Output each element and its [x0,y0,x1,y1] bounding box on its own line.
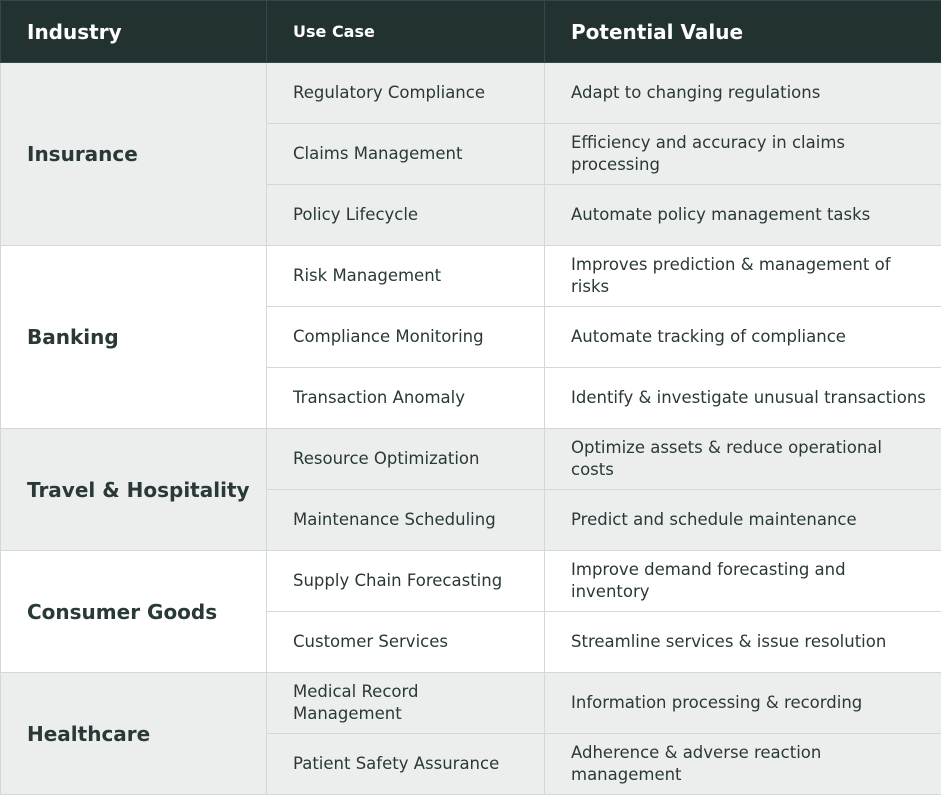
industry-cell: Travel & Hospitality [0,428,267,551]
use-case-cell: Medical Record Management [266,672,545,734]
value-cell: Optimize assets & reduce operational cos… [544,428,941,490]
use-case-cell: Regulatory Compliance [266,62,545,124]
table-row: Consumer Goods Supply Chain Forecasting Im… [0,550,941,673]
value-cell: Automate tracking of compliance [544,306,941,368]
use-case-cell: Transaction Anomaly [266,367,545,429]
value-cell: Improve demand forecasting and inventory [544,550,941,612]
value-cell: Adherence & adverse reaction management [544,733,941,795]
use-case-cell: Maintenance Scheduling [266,489,545,551]
table-row: Healthcare Medical Record Management Infor… [0,672,941,795]
use-case-cell: Patient Safety Assurance [266,733,545,795]
value-cell: Improves prediction & management of risk… [544,245,941,307]
value-cell: Predict and schedule maintenance [544,489,941,551]
industry-cell: Healthcare [0,672,267,795]
table-body: Insurance Regulatory Compliance Adapt to c… [0,62,941,795]
industry-cell: Insurance [0,62,267,246]
table-row: Patient Safety Assurance Adherence & adve… [1,733,941,795]
value-cell: Identify & investigate unusual transacti… [544,367,941,429]
value-cell: Adapt to changing regulations [544,62,941,124]
header-row: Industry Use Case Potential Value [0,0,941,63]
table-row: Compliance Monitoring Automate tracking o… [1,306,941,368]
use-case-cell: Supply Chain Forecasting [266,550,545,612]
use-case-cell: Resource Optimization [266,428,545,490]
value-cell: Information processing & recording [544,672,941,734]
table-row: Travel & Hospitality Resource Optimizatio… [0,428,941,551]
value-cell: Automate policy management tasks [544,184,941,246]
use-case-cell: Claims Management [266,123,545,185]
table-row: Claims Management Efficiency and accuracy… [1,123,941,185]
table-row: Banking Risk Management Improves predictio… [0,245,941,429]
header-cell: Potential Value [544,0,941,63]
table-row: Insurance Regulatory Compliance Adapt to c… [0,62,941,246]
industry-cell: Banking [0,245,267,429]
table-row: Policy Lifecycle Automate policy manageme… [1,184,941,246]
value-cell: Streamline services & issue resolution [544,611,941,673]
industry-cell: Consumer Goods [0,550,267,673]
value-cell: Efficiency and accuracy in claims proces… [544,123,941,185]
header-cell: Use Case [266,0,545,63]
use-case-cell: Customer Services [266,611,545,673]
use-case-cell: Policy Lifecycle [266,184,545,246]
header-cell: Industry [0,0,267,63]
table-row: Customer Services Streamline services & i… [1,611,941,673]
use-case-cell: Risk Management [266,245,545,307]
use-case-cell: Compliance Monitoring [266,306,545,368]
